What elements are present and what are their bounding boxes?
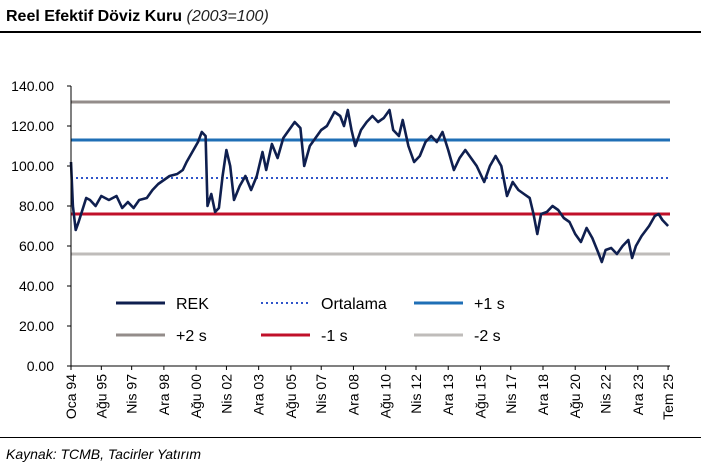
y-tick-label: 100.00 (11, 158, 54, 174)
legend-label-plusminus-2-s: +2 s (176, 328, 207, 345)
y-tick-label: 0.00 (27, 358, 54, 374)
series-lines (69, 108, 670, 264)
x-axis-ticks (70, 366, 669, 370)
x-tick-label: Nis 07 (313, 374, 329, 414)
x-tick-label: Nis 02 (218, 374, 234, 414)
source-rule (0, 437, 701, 438)
x-tick-label: Ara 98 (156, 374, 172, 415)
x-tick-label: Ara 13 (440, 374, 456, 415)
y-tick-label: 140.00 (11, 78, 54, 94)
x-tick-label: Ağu 00 (188, 374, 204, 419)
x-tick-label: Nis 17 (503, 374, 519, 414)
reference-lines (71, 100, 670, 256)
x-tick-label: Nis 97 (124, 374, 140, 414)
x-tick-label: Ara 03 (251, 374, 267, 415)
axes (70, 86, 670, 367)
x-tick-label: Ağu 20 (567, 374, 583, 419)
x-tick-label: Ağu 15 (472, 374, 488, 419)
x-tick-label: Nis 12 (408, 374, 424, 414)
source-note: Kaynak: TCMB, Tacirler Yatırım (6, 446, 202, 462)
title-rule (0, 31, 701, 33)
chart-title: Reel Efektif Döviz Kuru (6, 8, 183, 25)
y-tick-label: 80.00 (19, 198, 54, 214)
legend-label-minus-1-s: -1 s (321, 328, 348, 345)
legend-label-plusminus-1-s: +1 s (474, 296, 505, 313)
legend: REK Ortalama +1 s +2 s -1 s -2 s (116, 296, 505, 345)
x-tick-label: Nis 22 (598, 374, 614, 414)
x-tick-label: Ara 23 (630, 374, 646, 415)
rek-series-line (69, 108, 670, 264)
x-axis-labels: Oca 94 Ağu 95 Nis 97 Ara 98 Ağu 00 Nis 02 Ara … (63, 374, 676, 420)
legend-label-ortalama: Ortalama (321, 296, 387, 313)
y-tick-label: 120.00 (11, 118, 54, 134)
x-tick-label: Ara 18 (535, 374, 551, 415)
legend-label-rek: REK (176, 296, 209, 313)
y-tick-label: 40.00 (19, 278, 54, 294)
chart-title-block: Reel Efektif Döviz Kuru (2003=100) (6, 8, 269, 26)
x-tick-label: Ağu 95 (93, 374, 109, 419)
x-tick-label: Ağu 10 (378, 374, 394, 419)
x-tick-label: Oca 94 (63, 374, 79, 419)
y-axis-labels: 0.00 20.00 40.00 60.00 80.00 100.00 120.00 140.… (11, 78, 54, 374)
x-tick-label: Tem 25 (660, 374, 676, 420)
y-axis-ticks (67, 85, 71, 367)
x-tick-label: Ağu 05 (283, 374, 299, 419)
legend-label-minus-2-s: -2 s (474, 328, 501, 345)
y-tick-label: 20.00 (19, 318, 54, 334)
y-tick-label: 60.00 (19, 238, 54, 254)
chart-subtitle: (2003=100) (186, 8, 269, 25)
x-tick-label: Ara 08 (345, 374, 361, 415)
